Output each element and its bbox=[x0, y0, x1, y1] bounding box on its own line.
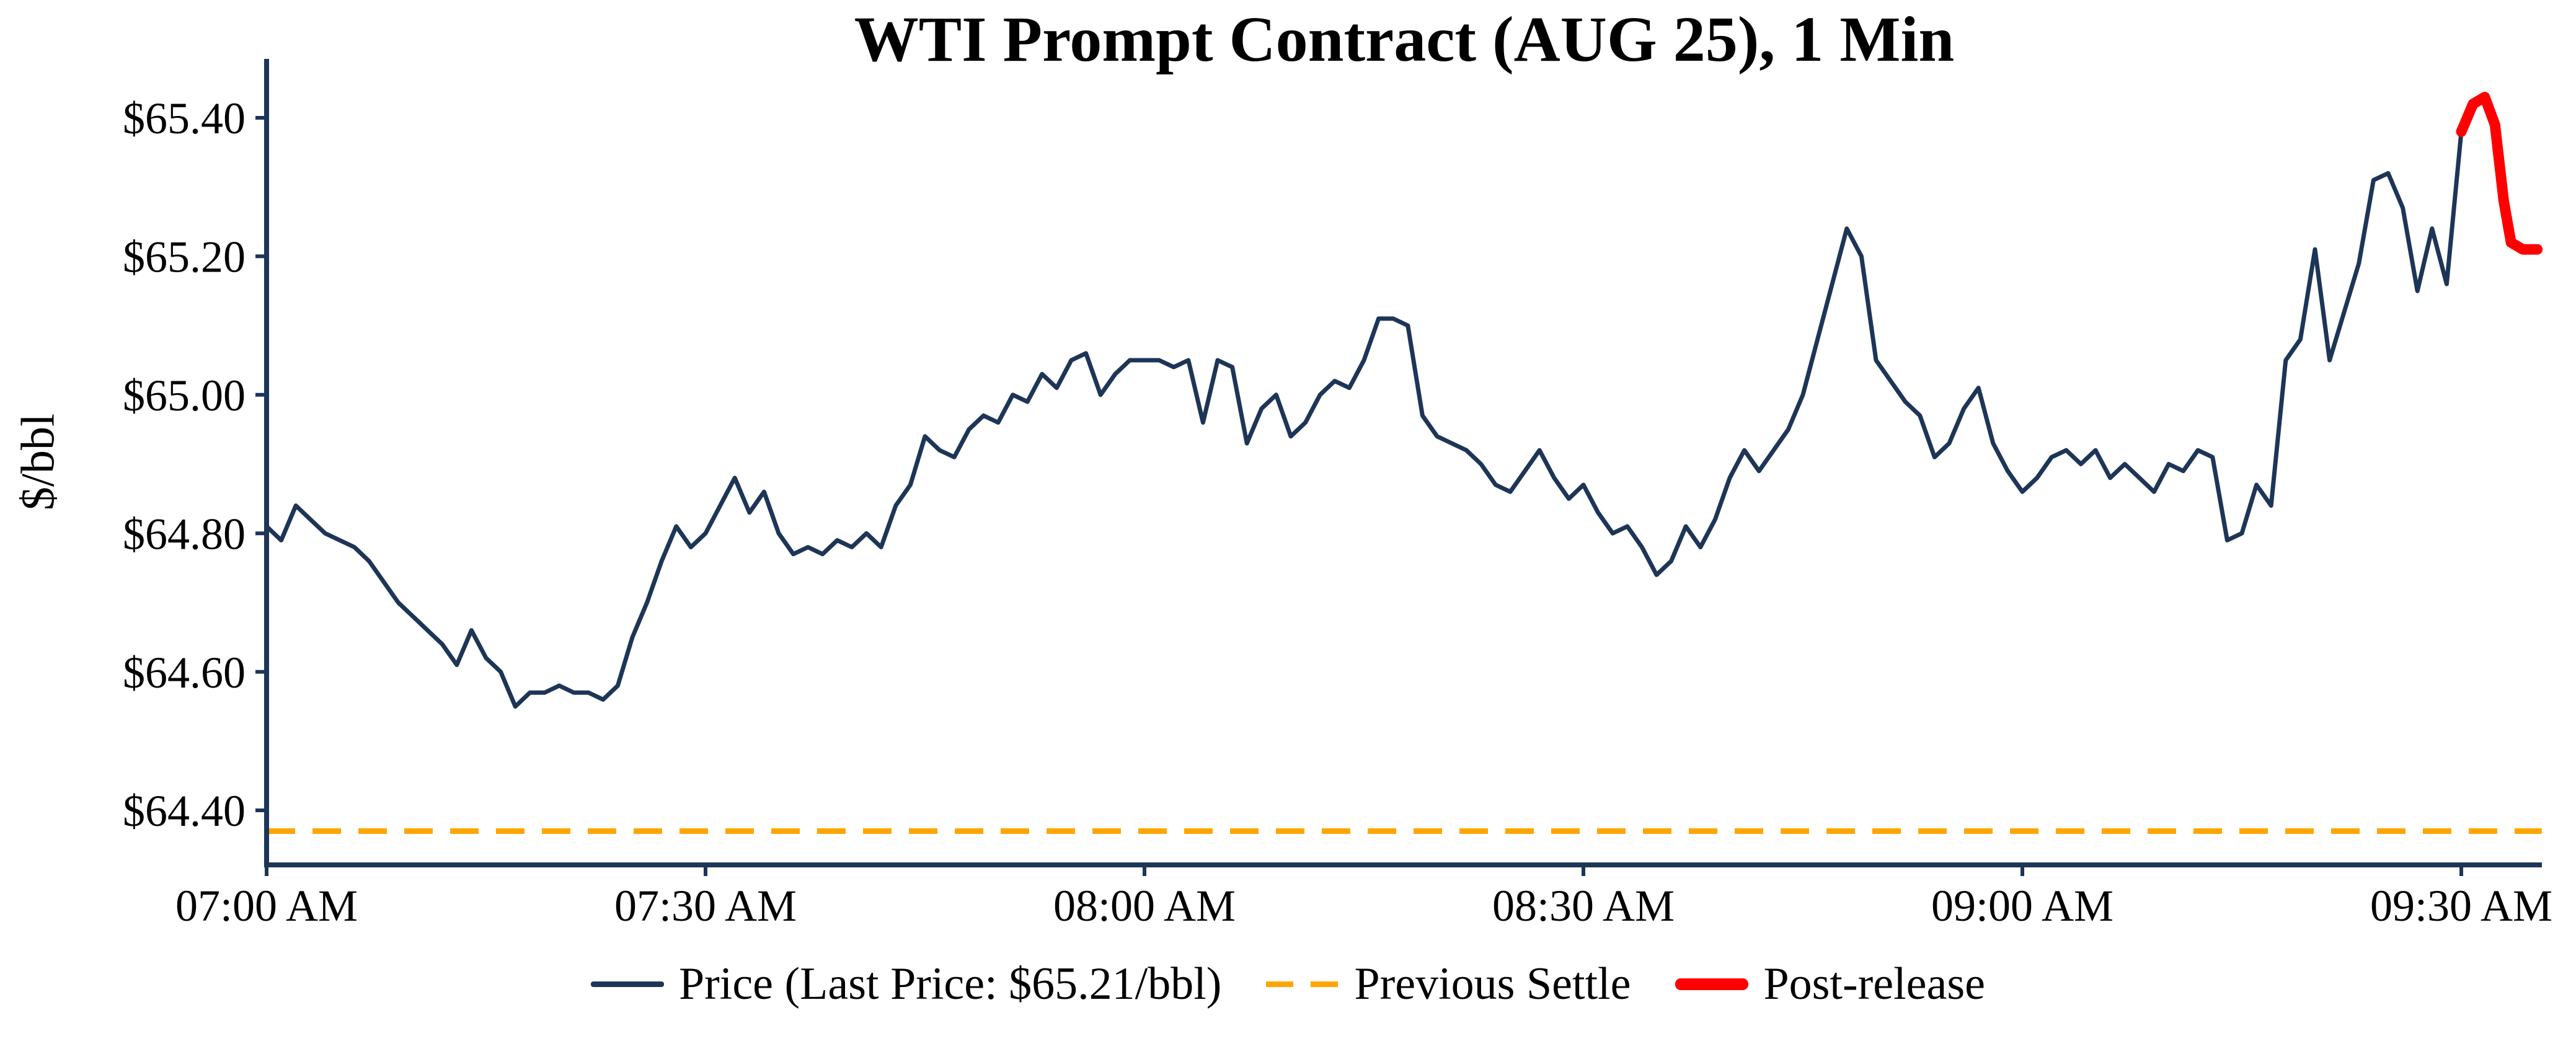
svg-text:07:30 AM: 07:30 AM bbox=[614, 881, 797, 931]
svg-text:$64.40: $64.40 bbox=[123, 786, 246, 836]
legend: Price (Last Price: $65.21/bbl) Previous … bbox=[0, 958, 2576, 1011]
legend-item-settle: Previous Settle bbox=[1266, 958, 1631, 1011]
legend-label-price: Price (Last Price: $65.21/bbl) bbox=[678, 959, 1222, 1009]
legend-label-post: Post-release bbox=[1763, 959, 1986, 1009]
settle-dashed-line-swatch bbox=[1266, 981, 1340, 987]
svg-text:$64.60: $64.60 bbox=[123, 648, 246, 698]
svg-text:09:30 AM: 09:30 AM bbox=[2370, 881, 2552, 931]
svg-text:08:30 AM: 08:30 AM bbox=[1492, 881, 1675, 931]
svg-text:$65.40: $65.40 bbox=[123, 94, 246, 143]
svg-text:08:00 AM: 08:00 AM bbox=[1053, 881, 1236, 931]
price-line-swatch bbox=[590, 981, 664, 987]
chart-title: WTI Prompt Contract (AUG 25), 1 Min bbox=[854, 4, 1955, 75]
post-release-line-swatch bbox=[1675, 978, 1749, 990]
legend-item-post: Post-release bbox=[1675, 958, 1985, 1011]
svg-text:$65.00: $65.00 bbox=[123, 371, 246, 420]
svg-text:$65.20: $65.20 bbox=[123, 232, 246, 282]
svg-text:07:00 AM: 07:00 AM bbox=[175, 881, 358, 931]
legend-label-settle: Previous Settle bbox=[1354, 959, 1631, 1009]
svg-text:09:00 AM: 09:00 AM bbox=[1931, 881, 2113, 931]
svg-text:$64.80: $64.80 bbox=[123, 509, 246, 559]
legend-item-price: Price (Last Price: $65.21/bbl) bbox=[590, 958, 1222, 1011]
